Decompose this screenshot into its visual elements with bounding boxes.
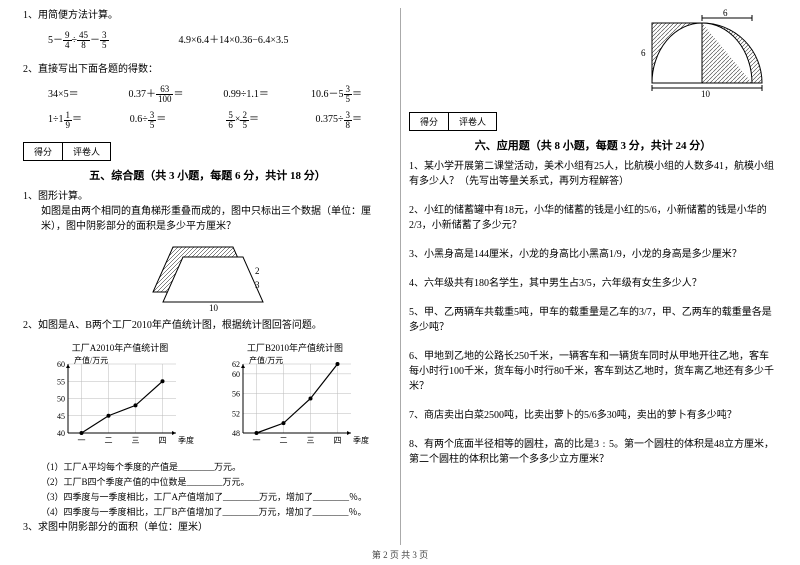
svg-text:三: 三 bbox=[307, 436, 315, 445]
q5-1: 1、图形计算。 如图是由两个相同的直角梯形重叠而成的，图中只标出三个数据（单位：… bbox=[23, 189, 392, 234]
fill-d: （4）四季度与一季度相比，工厂B产值增加了________万元，增加了_____… bbox=[41, 505, 392, 518]
svg-text:3: 3 bbox=[255, 280, 260, 290]
svg-text:季度: 季度 bbox=[353, 435, 369, 445]
score-box-5: 得分 评卷人 bbox=[23, 142, 111, 161]
score-label-6: 得分 bbox=[410, 113, 449, 130]
svg-text:二: 二 bbox=[280, 436, 288, 445]
q1: 1、用简便方法计算。 bbox=[23, 8, 392, 23]
arc-figure: 6 6 10 bbox=[637, 8, 777, 98]
q2-r2-b: 0.6÷35＝ bbox=[130, 110, 197, 129]
r-q6: 6、甲地到乙地的公路长250千米，一辆客车和一辆货车同时从甲地开往乙地，客车每小… bbox=[409, 349, 777, 394]
svg-text:二: 二 bbox=[105, 436, 113, 445]
grader-label: 评卷人 bbox=[63, 143, 110, 160]
q2-r1-c: 0.99÷1.1＝ bbox=[223, 85, 281, 104]
svg-text:45: 45 bbox=[57, 411, 65, 420]
svg-text:四: 四 bbox=[334, 436, 342, 445]
svg-text:62: 62 bbox=[232, 360, 240, 369]
score-box-6: 得分 评卷人 bbox=[409, 112, 497, 131]
grader-label-6: 评卷人 bbox=[449, 113, 496, 130]
q5-3-num: 3、 bbox=[23, 522, 38, 533]
charts-row: 工厂A2010年产值统计图 40 45 50 55 60 一 二 三 四 产值/万元季度 工厂B2… bbox=[23, 341, 392, 454]
chart-b-svg: 48 52 56 6062 一 二 三 四 产值/万元季度 bbox=[215, 356, 375, 451]
q5-3-text: 求图中阴影部分的面积（单位：厘米） bbox=[38, 522, 208, 533]
q5-2: 2、如图是A、B两个工厂2010年产值统计图，根据统计图回答问题。 bbox=[23, 318, 392, 333]
q2-r1-a: 34×5＝ bbox=[48, 85, 98, 104]
section-5-title: 五、综合题（共 3 小题，每题 6 分，共计 18 分） bbox=[23, 167, 392, 183]
r-q5: 5、甲、乙两辆车共载重5吨，甲车的载重量是乙车的3/7，甲、乙两车的载重量各是多… bbox=[409, 305, 777, 335]
svg-text:2: 2 bbox=[255, 266, 260, 276]
r-q8: 8、有两个底面半径相等的圆柱，高的比是3﹕5。第一个圆柱的体积是48立方厘米，第… bbox=[409, 437, 777, 467]
q5-2-num: 2、 bbox=[23, 320, 38, 331]
svg-text:一: 一 bbox=[253, 436, 261, 445]
left-column: 1、用简便方法计算。 5－94÷458－35 4.9×6.4＋14×0.36−6… bbox=[15, 8, 400, 545]
q5-1-num: 1、 bbox=[23, 191, 38, 202]
q2-text: 直接写出下面各题的得数： bbox=[38, 64, 158, 75]
r-q1: 1、某小学开展第二课堂活动，美术小组有25人，比航模小组的人数多41，航模小组有… bbox=[409, 159, 777, 189]
fill-b: （2）工厂B四个季度产值的中位数是________万元。 bbox=[41, 475, 392, 488]
r-q3: 3、小黑身高是144厘米，小龙的身高比小黑高1/9，小龙的身高是多少厘米？ bbox=[409, 247, 777, 262]
svg-text:四: 四 bbox=[159, 436, 167, 445]
svg-text:10: 10 bbox=[701, 89, 711, 98]
right-column: 6 6 10 得分 评卷人 六、应用题（共 8 小题，每题 3 分，共计 24 … bbox=[401, 8, 785, 545]
svg-text:产值/万元: 产值/万元 bbox=[249, 356, 283, 365]
q1-formula-b: 4.9×6.4＋14×0.36−6.4×3.5 bbox=[179, 31, 289, 50]
svg-text:55: 55 bbox=[57, 377, 65, 386]
q5-1-title: 图形计算。 bbox=[38, 191, 88, 202]
svg-text:三: 三 bbox=[132, 436, 140, 445]
q2-num: 2、 bbox=[23, 64, 38, 75]
svg-text:60: 60 bbox=[232, 369, 240, 378]
r-q7: 7、商店卖出白菜2500吨，比卖出萝卜的5/6多30吨，卖出的萝卜有多少吨？ bbox=[409, 408, 777, 423]
fill-a: （1）工厂A平均每个季度的产值是________万元。 bbox=[41, 460, 392, 473]
q1-text: 用简便方法计算。 bbox=[38, 10, 118, 21]
q2-r2-d: 0.375÷38＝ bbox=[316, 110, 363, 129]
fill-c: （3）四季度与一季度相比，工厂A产值增加了________万元，增加了_____… bbox=[41, 490, 392, 503]
exam-page: 1、用简便方法计算。 5－94÷458－35 4.9×6.4＋14×0.36−6… bbox=[0, 0, 800, 545]
q5-1-desc: 如图是由两个相同的直角梯形重叠而成的，图中只标出三个数据（单位：厘米），图中阴影… bbox=[23, 204, 392, 234]
page-footer: 第 2 页 共 3 页 bbox=[0, 548, 800, 561]
chart-b: 工厂B2010年产值统计图 48 52 56 6062 一 二 三 四 产值/万元季度 bbox=[215, 341, 375, 454]
score-label: 得分 bbox=[24, 143, 63, 160]
r-q2: 2、小红的储蓄罐中有18元，小华的储蓄的钱是小红的5/6，小新储蓄的钱是小华的2… bbox=[409, 203, 777, 233]
svg-text:6: 6 bbox=[723, 8, 728, 18]
chart-a: 工厂A2010年产值统计图 40 45 50 55 60 一 二 三 四 产值/万元季度 bbox=[40, 341, 200, 454]
chart-a-title: 工厂A2010年产值统计图 bbox=[40, 341, 200, 354]
svg-text:52: 52 bbox=[232, 409, 240, 418]
svg-text:40: 40 bbox=[57, 429, 65, 438]
section-6-title: 六、应用题（共 8 小题，每题 3 分，共计 24 分） bbox=[409, 137, 777, 153]
q2-row1: 34×5＝ 0.37＋63100＝ 0.99÷1.1＝ 10.6－535＝ bbox=[23, 85, 392, 104]
chart-a-svg: 40 45 50 55 60 一 二 三 四 产值/万元季度 bbox=[40, 356, 200, 451]
svg-text:6: 6 bbox=[641, 48, 646, 58]
q2-r1-b: 0.37＋63100＝ bbox=[128, 85, 193, 104]
svg-text:50: 50 bbox=[57, 394, 65, 403]
q1-num: 1、 bbox=[23, 10, 38, 21]
svg-text:季度: 季度 bbox=[178, 435, 194, 445]
svg-text:产值/万元: 产值/万元 bbox=[74, 356, 108, 365]
q2-r1-d: 10.6－535＝ bbox=[311, 85, 362, 104]
svg-text:56: 56 bbox=[232, 389, 240, 398]
svg-text:10: 10 bbox=[209, 303, 219, 312]
q1-formula-a: 5－94÷458－35 bbox=[48, 31, 109, 50]
svg-text:48: 48 bbox=[232, 429, 240, 438]
svg-text:一: 一 bbox=[78, 436, 86, 445]
trapezoid-figure: 2 3 10 bbox=[143, 242, 273, 312]
q2-row2: 1÷119＝ 0.6÷35＝ 56×25＝ 0.375÷38＝ bbox=[23, 110, 392, 129]
chart-b-title: 工厂B2010年产值统计图 bbox=[215, 341, 375, 354]
q2-r2-c: 56×25＝ bbox=[226, 110, 285, 129]
q1-formulas: 5－94÷458－35 4.9×6.4＋14×0.36−6.4×3.5 bbox=[23, 31, 392, 50]
q5-2-text: 如图是A、B两个工厂2010年产值统计图，根据统计图回答问题。 bbox=[38, 320, 322, 331]
q5-3: 3、求图中阴影部分的面积（单位：厘米） bbox=[23, 520, 392, 535]
r-q4: 4、六年级共有180名学生，其中男生占3/5，六年级有女生多少人？ bbox=[409, 276, 777, 291]
q2-r2-a: 1÷119＝ bbox=[48, 110, 100, 129]
q2: 2、直接写出下面各题的得数： bbox=[23, 62, 392, 77]
svg-text:60: 60 bbox=[57, 360, 65, 369]
